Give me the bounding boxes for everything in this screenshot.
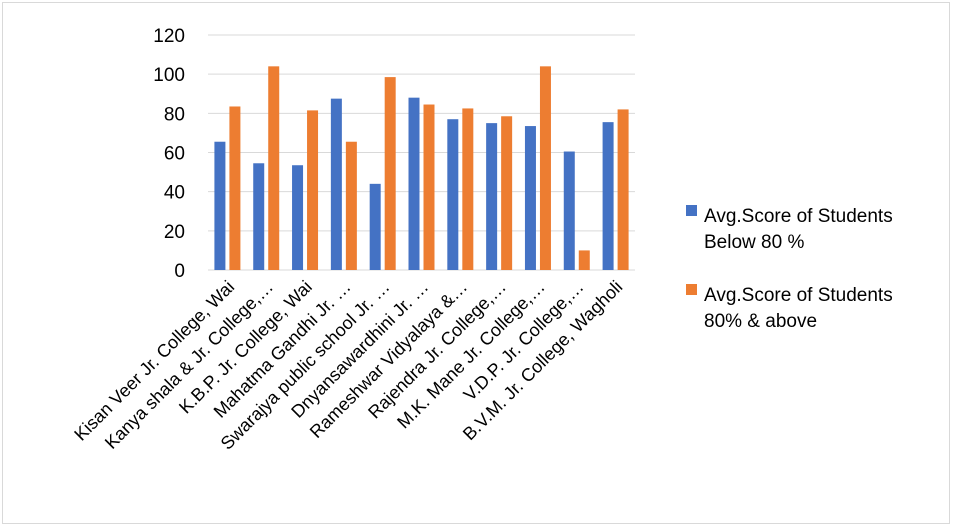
bar-80-and-above — [501, 116, 513, 270]
legend-label: Avg.Score of Students — [704, 206, 893, 227]
legend-label: Avg.Score of Students — [704, 285, 893, 306]
bar-below-80 — [253, 163, 265, 270]
bar-below-80 — [602, 122, 614, 270]
legend-swatch — [686, 205, 697, 216]
legend-label: Below 80 % — [704, 232, 804, 253]
bar-below-80 — [524, 126, 536, 270]
bar-80-and-above — [268, 66, 280, 270]
y-tick-label: 80 — [164, 104, 185, 125]
bar-80-and-above — [539, 66, 551, 270]
legend-label: 80% & above — [704, 311, 817, 332]
chart-frame — [2, 2, 950, 524]
y-tick-label: 60 — [164, 144, 185, 165]
y-axis-ticks: 0 20 40 60 80 100 120 — [153, 26, 185, 282]
bar-80-and-above — [462, 108, 474, 270]
bar-80-and-above — [617, 109, 629, 271]
bar-80-and-above — [345, 141, 357, 270]
bar-below-80 — [292, 165, 304, 270]
y-tick-label: 120 — [153, 26, 185, 47]
y-tick-label: 20 — [164, 222, 185, 243]
bar-below-80 — [369, 183, 381, 270]
bar-80-and-above — [423, 104, 435, 270]
x-category-label: Kisan Veer Jr. College, Wai — [70, 277, 238, 445]
bar-below-80 — [214, 141, 226, 270]
y-tick-label: 40 — [164, 183, 185, 204]
bar-below-80 — [408, 97, 420, 271]
bar-below-80 — [330, 98, 342, 270]
bars — [214, 66, 629, 271]
bar-below-80 — [447, 119, 459, 270]
bar-80-and-above — [307, 110, 319, 270]
y-tick-label: 100 — [153, 65, 185, 86]
bar-80-and-above — [384, 77, 396, 271]
bar-below-80 — [486, 123, 498, 270]
legend-swatch — [686, 284, 697, 295]
legend: Avg.Score of Students Below 80 % Avg.Score… — [686, 205, 893, 332]
y-tick-label: 0 — [174, 261, 185, 282]
bar-below-80 — [563, 151, 575, 270]
bar-80-and-above — [229, 106, 241, 271]
bar-80-and-above — [578, 250, 590, 270]
